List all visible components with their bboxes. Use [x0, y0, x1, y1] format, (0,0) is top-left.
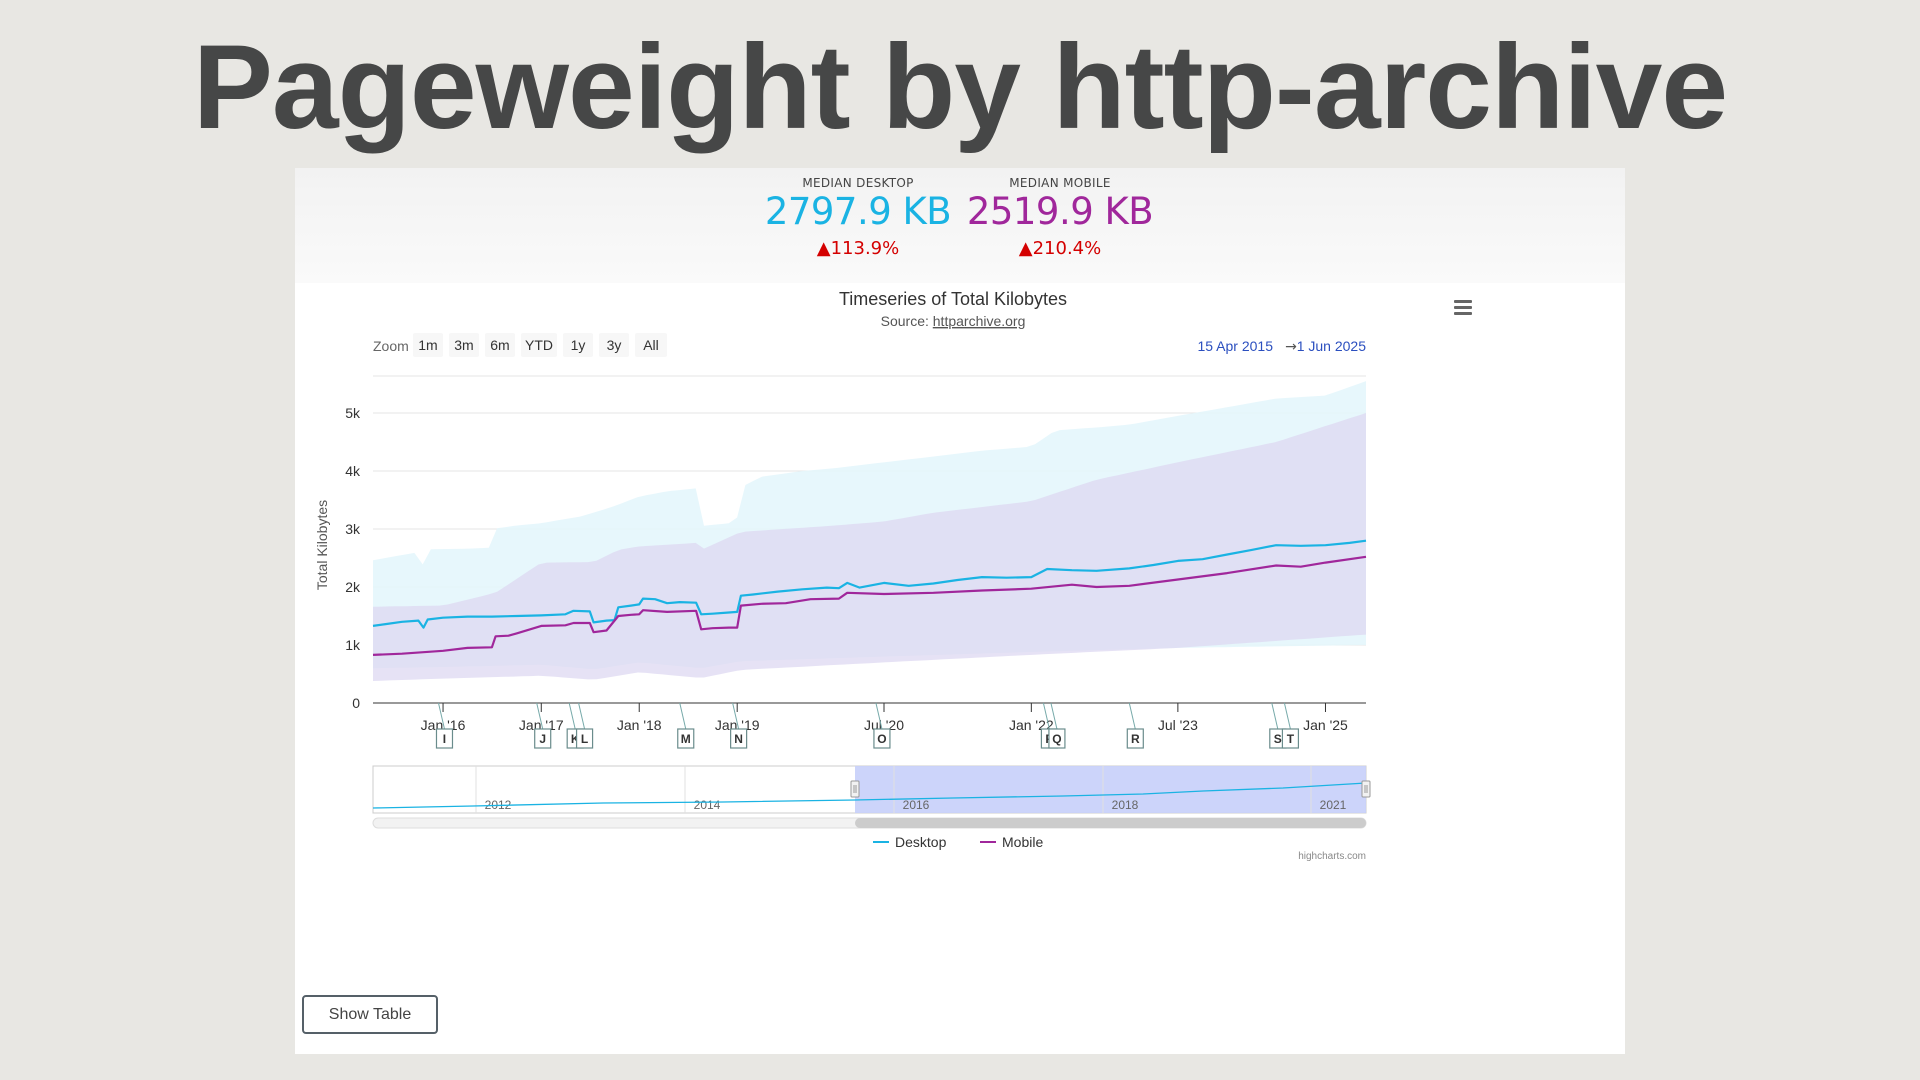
- source-prefix: Source:: [881, 313, 933, 329]
- timeseries-chart: Timeseries of Total Kilobytes Source: ht…: [314, 289, 1474, 862]
- y-tick-label: 5k: [345, 405, 361, 421]
- chart-panel: MEDIAN DESKTOP 2797.9 KB ▲113.9% MEDIAN …: [295, 168, 1625, 1054]
- annotation-flag[interactable]: R: [1126, 702, 1144, 749]
- annotation-label: N: [734, 732, 743, 746]
- legend-item-desktop[interactable]: Desktop: [873, 834, 947, 850]
- x-tick-label: Jan '25: [1303, 717, 1348, 733]
- annotation-flag[interactable]: I: [435, 702, 454, 749]
- y-tick-label: 2k: [345, 579, 361, 595]
- svg-text:1m: 1m: [418, 337, 437, 353]
- zoom-button-1y[interactable]: 1y: [563, 333, 593, 357]
- x-axis: Jan '16 Jan '17 Jan '18 Jan '19 Jul '20 Jan '…: [373, 702, 1366, 733]
- median-mobile-label: MEDIAN MOBILE: [1009, 176, 1111, 190]
- credits[interactable]: highcharts.com: [1298, 851, 1366, 862]
- show-table-button[interactable]: Show Table: [302, 995, 438, 1034]
- median-mobile-value: 2519.9 KB: [966, 190, 1154, 233]
- x-tick-label: Jan '18: [617, 717, 662, 733]
- hamburger-menu-icon[interactable]: [1450, 296, 1474, 320]
- navigator-year-label: 2016: [903, 798, 930, 812]
- svg-text:All: All: [643, 337, 659, 353]
- chart-title: Timeseries of Total Kilobytes: [839, 289, 1067, 309]
- range-from[interactable]: 15 Apr 2015: [1197, 338, 1273, 354]
- zoom-button-3y[interactable]: 3y: [599, 333, 629, 357]
- zoom-button-1m[interactable]: 1m: [413, 333, 443, 357]
- mobile-series-line: [372, 555, 1367, 656]
- navigator-year-label: 2021: [1320, 798, 1347, 812]
- annotation-label: K: [571, 732, 580, 746]
- series-lines: [372, 539, 1367, 656]
- zoom-button-6m[interactable]: 6m: [485, 333, 515, 357]
- y-tick-label: 1k: [345, 637, 361, 653]
- annotation-label: T: [1287, 732, 1295, 746]
- navigator-handle[interactable]: [1361, 780, 1371, 798]
- y-tick-label: 4k: [345, 463, 361, 479]
- annotation-label: I: [443, 732, 446, 746]
- legend-item-mobile[interactable]: Mobile: [980, 834, 1043, 850]
- annotation-flag[interactable]: T: [1281, 702, 1300, 749]
- annotation-flag[interactable]: J: [534, 702, 552, 749]
- annotation-flags: IJKLMNOPQRST: [435, 702, 1300, 749]
- chart-subtitle: Source: httparchive.org: [881, 313, 1026, 329]
- x-tick-label: Jul '23: [1158, 717, 1198, 733]
- annotation-flag[interactable]: L: [575, 702, 594, 749]
- scrollbar-thumb[interactable]: [855, 818, 1366, 828]
- percentile-bands: [373, 381, 1366, 681]
- median-desktop-label: MEDIAN DESKTOP: [802, 176, 914, 190]
- annotation-flag[interactable]: O: [873, 702, 891, 749]
- annotation-label: J: [539, 732, 546, 746]
- legend: Desktop Mobile: [873, 834, 1043, 850]
- median-mobile-change: ▲210.4%: [1018, 238, 1102, 259]
- navigator-year-label: 2018: [1112, 798, 1139, 812]
- stats-band: MEDIAN DESKTOP 2797.9 KB ▲113.9% MEDIAN …: [295, 168, 1625, 283]
- navigator-selection[interactable]: [855, 766, 1366, 813]
- svg-text:3y: 3y: [607, 337, 622, 353]
- source-link[interactable]: httparchive.org: [933, 313, 1026, 329]
- zoom-label: Zoom: [373, 338, 409, 354]
- range-arrow: →: [1285, 339, 1297, 355]
- annotation-label: R: [1131, 732, 1140, 746]
- y-axis-title: Total Kilobytes: [314, 500, 330, 590]
- svg-text:3m: 3m: [454, 337, 473, 353]
- legend-label: Desktop: [895, 834, 947, 850]
- navigator-year-label: 2014: [694, 798, 721, 812]
- navigator[interactable]: 2012 2014 2016 2018 2021: [372, 765, 1371, 829]
- annotation-label: O: [877, 732, 886, 746]
- svg-text:YTD: YTD: [525, 337, 553, 353]
- zoom-button-all[interactable]: All: [635, 333, 667, 357]
- svg-text:6m: 6m: [490, 337, 509, 353]
- annotation-flag[interactable]: Q: [1048, 702, 1066, 749]
- range-to[interactable]: 1 Jun 2025: [1297, 338, 1366, 354]
- annotation-flag[interactable]: N: [730, 702, 748, 749]
- chart-card: Timeseries of Total Kilobytes Source: ht…: [303, 283, 1617, 980]
- navigator-series: [372, 782, 1367, 809]
- zoom-button-ytd[interactable]: YTD: [521, 333, 557, 357]
- annotation-flag[interactable]: M: [677, 702, 695, 749]
- mobile-percentile-band: [373, 413, 1366, 681]
- page-title: Pageweight by http-archive: [192, 20, 1728, 154]
- median-desktop-change: ▲113.9%: [816, 238, 900, 259]
- y-tick-label: 3k: [345, 521, 361, 537]
- svg-text:1y: 1y: [571, 337, 586, 353]
- navigator-handle[interactable]: [850, 780, 860, 798]
- zoom-button-3m[interactable]: 3m: [449, 333, 479, 357]
- desktop-series-line: [372, 539, 1367, 629]
- annotation-label: M: [681, 732, 691, 746]
- annotation-label: S: [1274, 732, 1282, 746]
- annotation-label: Q: [1052, 732, 1061, 746]
- median-desktop-value: 2797.9 KB: [764, 190, 952, 233]
- legend-label: Mobile: [1002, 834, 1043, 850]
- y-tick-label: 0: [352, 695, 360, 711]
- annotation-label: L: [581, 732, 588, 746]
- zoom-buttons: 1m 3m 6m YTD 1y 3y All: [413, 333, 667, 357]
